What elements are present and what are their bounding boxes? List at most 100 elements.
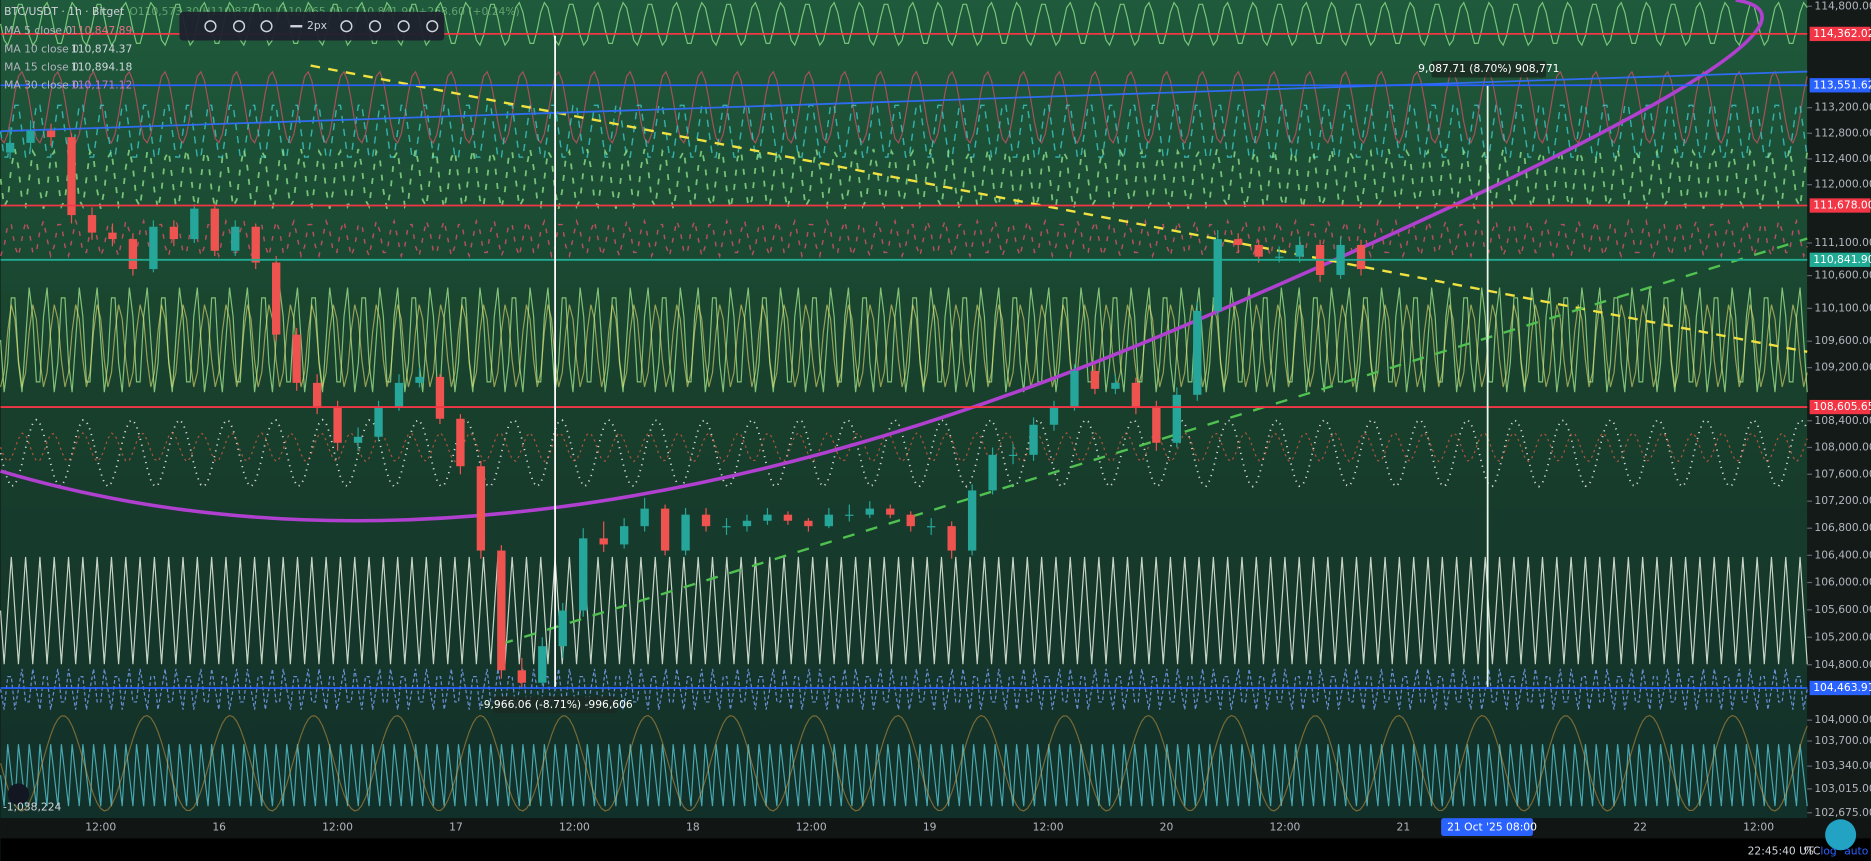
time-axis-background [0,818,1871,839]
y-tick-label: 103,015.00 [1814,782,1871,795]
candle-body [804,520,813,527]
y-tick-label: 112,400.00 [1814,152,1871,165]
candle-body [1274,256,1284,258]
candle-body [742,520,752,527]
crosshair-time-bg [1441,818,1533,836]
y-tick-label: 112,800.00 [1814,126,1871,139]
toolbar-icon[interactable] [232,20,246,33]
y-tick-label: 108,400.00 [1814,414,1871,427]
y-tick-label: 103,340.00 [1814,759,1871,772]
wave [0,148,1809,210]
candle-body [722,526,731,528]
wave [0,556,1808,665]
ma-name: MA 30 close 0 [4,79,79,92]
candle-body [701,514,711,527]
candle-body [26,130,35,143]
candle-body [579,538,588,611]
candle-body [865,508,874,515]
x-tick-label: 16 [212,821,226,834]
measure-label: -9,966.06 (-8.71%) -996,606 [480,698,633,711]
y-tick-label: 106,000.00 [1814,576,1871,589]
y-tick-label: 113,200.00 [1814,101,1871,114]
y-tick-label: 104,000.00 [1814,713,1871,726]
help-button[interactable] [1825,819,1857,851]
ma-name: MA 10 close 0 [4,42,79,55]
candle-body [681,514,690,551]
wave [0,714,1808,812]
volume-label: -1,038,224 [3,800,62,813]
toolbar-icon[interactable] [260,20,273,33]
ma-name: MA 15 close 0 [4,60,79,73]
candle-body [292,334,301,383]
x-tick-label: 17 [449,821,463,834]
x-tick-label: 12:00 [1743,821,1774,834]
candle-body [906,514,915,527]
y-tick-label: 109,600.00 [1814,334,1871,347]
ma-value: 110,171.12 [71,79,132,92]
candle-body [988,454,997,491]
candle-body [1254,244,1263,257]
candle-body [1029,424,1038,455]
candle-body [210,208,219,251]
price-tag-label: 110,841.90 [1813,253,1871,266]
wave [0,418,1809,488]
candle-body [374,406,383,437]
y-tick-label: 102,675.00 [1814,806,1871,819]
measure-label-bg [1431,60,1547,78]
candle-body [251,226,260,263]
status-bar [0,838,1871,861]
toolbar-icon[interactable] [397,20,410,33]
wave [0,432,1808,463]
candle-body [1213,239,1222,311]
candle-body [1234,239,1243,245]
toolbar-icon[interactable] [204,20,217,33]
y-tick-label: 103,700.00 [1814,734,1871,747]
wave [0,287,1808,393]
scale-button[interactable]: log [1820,844,1836,857]
candle-body [108,232,117,240]
y-tick-label: 110,100.00 [1814,301,1871,314]
y-tick-label: 107,200.00 [1814,494,1871,507]
parabola [0,0,1764,523]
candle-body [456,418,465,467]
toolbar [179,11,445,41]
candle-body [619,526,629,545]
x-tick-label: 20 [1160,821,1174,834]
y-tick-label: 109,200.00 [1814,361,1871,374]
crosshair-time: 21 Oct '25 08:00 [1447,821,1537,834]
candle-body [845,514,854,516]
toolbar-width[interactable]: 2px [307,19,327,32]
wave [0,744,1808,807]
candle-body [1008,454,1018,457]
candle-body [394,382,404,407]
y-tick-label: 104,800.00 [1814,658,1871,671]
measure-label: 9,087.71 (8.70%) 908,771 [1418,62,1559,75]
candle-body [169,226,179,240]
plot-background [0,0,1808,819]
y-tick-label: 105,200.00 [1814,630,1871,643]
toolbar-icon[interactable] [368,20,382,33]
candle-body [5,142,15,153]
ma-value: 110,894.18 [71,60,133,73]
candle-body [1131,382,1141,407]
candle-body [967,490,977,551]
price-tag-label: 113,551.62 [1813,78,1871,91]
y-tick-label: 112,000.00 [1814,178,1871,191]
scale-button[interactable]: % [1804,844,1814,857]
candle-body [1111,382,1120,389]
scale-button[interactable]: auto [1844,844,1868,857]
x-tick-label: 22 [1633,821,1647,834]
candle-body [1152,406,1161,443]
candle-body [660,508,670,551]
wave [0,70,1808,145]
candle-body [599,538,608,545]
candle-body [517,670,526,683]
toolbar-icon[interactable] [340,20,353,33]
candle-body [1295,244,1304,257]
candle-body [886,508,895,515]
indicator-waves [0,0,1809,812]
toolbar-icon[interactable] [426,20,439,33]
price-tag-label: 111,678.00 [1813,199,1871,212]
candle-body [435,376,445,419]
